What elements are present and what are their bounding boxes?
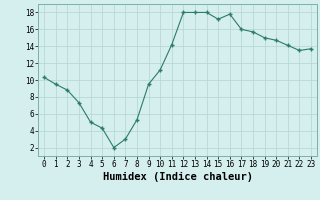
X-axis label: Humidex (Indice chaleur): Humidex (Indice chaleur) [103,172,252,182]
